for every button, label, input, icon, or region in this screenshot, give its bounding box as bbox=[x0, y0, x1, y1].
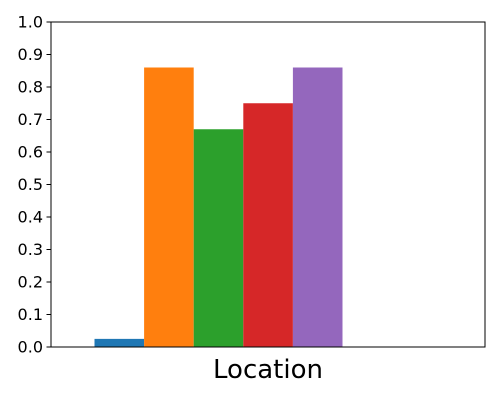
y-tick-label: 0.6 bbox=[18, 143, 43, 162]
bar-2 bbox=[193, 129, 244, 347]
y-tick-label: 1.0 bbox=[18, 13, 43, 32]
y-tick-label: 0.0 bbox=[18, 338, 43, 357]
bars-layer bbox=[94, 67, 343, 348]
y-tick-label: 0.2 bbox=[18, 273, 43, 292]
bar-3 bbox=[243, 103, 293, 347]
bar-4 bbox=[292, 67, 343, 347]
y-tick-label: 0.1 bbox=[18, 305, 43, 324]
bar-1 bbox=[144, 67, 194, 347]
y-tick-label: 0.5 bbox=[18, 175, 43, 194]
y-tick-label: 0.7 bbox=[18, 110, 43, 129]
plot-frame bbox=[50, 21, 486, 348]
y-tick-label: 0.3 bbox=[18, 240, 43, 259]
y-tick-label: 0.8 bbox=[18, 78, 43, 97]
y-tick-label: 0.9 bbox=[18, 45, 43, 64]
y-axis: 0.0 0.1 0.2 0.3 0.4 0.5 0.6 0.7 0.8 0.9 1.0 bbox=[18, 13, 51, 357]
x-axis-label: Location bbox=[213, 355, 323, 385]
y-tick-label: 0.4 bbox=[18, 208, 43, 227]
bar-0 bbox=[94, 338, 145, 348]
